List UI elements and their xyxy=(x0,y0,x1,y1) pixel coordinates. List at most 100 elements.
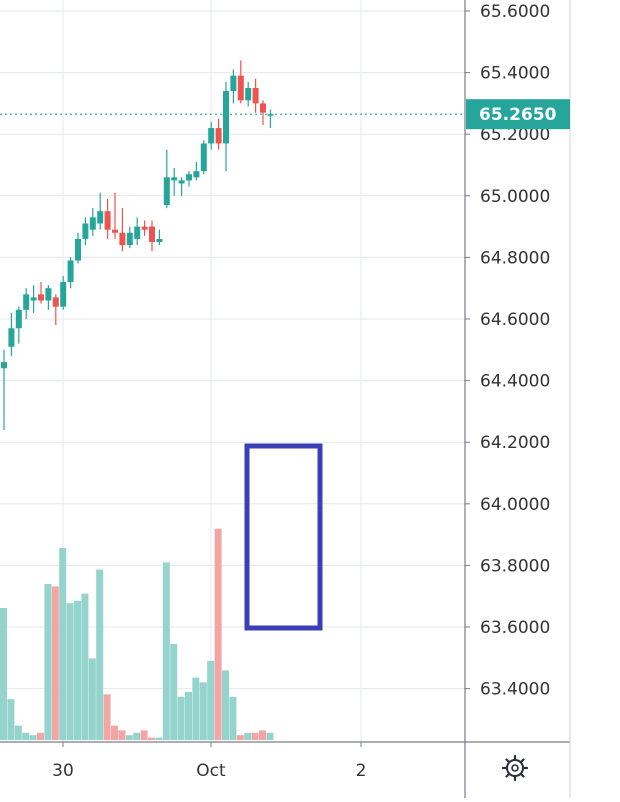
candle-body xyxy=(149,226,155,242)
candle-body xyxy=(171,177,178,181)
current-price-label: 65.2650 xyxy=(479,105,557,125)
price-tick-label: 65.6000 xyxy=(480,2,550,22)
volume-bar xyxy=(192,677,200,740)
volume-bar xyxy=(51,586,59,740)
candle-body xyxy=(15,309,22,329)
volume-bar xyxy=(222,670,229,740)
candle-body xyxy=(60,282,67,307)
candle-body xyxy=(45,288,52,301)
volume-bar xyxy=(185,692,192,740)
candle-body xyxy=(23,294,30,310)
volume-bar xyxy=(88,658,96,740)
candle-body xyxy=(223,91,229,144)
volume-bar xyxy=(7,699,15,740)
price-tick-label: 65.4000 xyxy=(480,64,550,84)
candle-body xyxy=(252,88,259,104)
volume-bar xyxy=(14,725,22,740)
volume-bar xyxy=(259,730,266,740)
price-tick-label: 63.6000 xyxy=(480,618,550,638)
candle-body xyxy=(104,211,111,230)
candle-body xyxy=(38,294,44,301)
candle-body xyxy=(267,114,274,116)
volume-bar xyxy=(155,737,163,740)
chart-settings-button[interactable] xyxy=(470,745,570,795)
candle-body xyxy=(230,75,237,92)
volume-bar xyxy=(66,603,74,740)
candle-body xyxy=(156,238,163,242)
candle-body xyxy=(52,297,59,307)
volume-bar xyxy=(118,730,126,740)
candle-body xyxy=(119,232,126,246)
price-tick-label: 64.8000 xyxy=(480,248,550,268)
volume-bar xyxy=(37,732,44,740)
time-tick-label: 2 xyxy=(356,761,367,781)
volume-bar xyxy=(251,732,259,740)
price-tick-label: 64.4000 xyxy=(480,372,550,392)
volume-bar xyxy=(96,569,104,740)
volume-bar xyxy=(0,608,7,740)
candle-body xyxy=(82,223,89,239)
volume-bar xyxy=(244,732,252,740)
volume-bar xyxy=(162,562,170,740)
volume-bar xyxy=(125,735,133,740)
price-tick-label: 63.4000 xyxy=(480,680,550,700)
price-tick-label: 63.8000 xyxy=(480,556,550,576)
candle-body xyxy=(89,217,96,230)
volume-bar xyxy=(74,600,81,740)
candle-body xyxy=(237,75,244,101)
candle-body xyxy=(1,362,7,369)
volume-bar xyxy=(148,737,155,740)
volume-bar xyxy=(266,732,274,740)
volume-bar xyxy=(44,584,52,740)
current-price-marker: 65.2650 xyxy=(466,99,570,130)
current-price-label-bg xyxy=(466,99,570,130)
volume-bar xyxy=(199,682,207,740)
candle-body xyxy=(178,180,185,184)
volume-bar xyxy=(207,660,215,740)
volume-bar xyxy=(170,644,178,740)
candle-body xyxy=(126,232,133,246)
price-tick-label: 64.0000 xyxy=(480,495,550,515)
settings-button-hit-area[interactable] xyxy=(470,745,570,795)
candle-body xyxy=(8,328,15,347)
volume-bar xyxy=(22,732,30,740)
price-tick-label: 65.2000 xyxy=(480,125,550,145)
volume-bar xyxy=(214,528,222,740)
volume-bar xyxy=(177,696,185,740)
price-tick-label: 64.6000 xyxy=(480,310,550,330)
volume-bar xyxy=(29,735,37,740)
volume-bar xyxy=(81,593,89,740)
axes: 65.6000 65.4000 65.2000 65.0000 64.8000 64.60… xyxy=(0,0,571,798)
candle-body xyxy=(30,297,37,301)
candle-body xyxy=(186,174,192,181)
volume-bar xyxy=(59,548,67,740)
candle-body xyxy=(245,88,252,101)
candle-body xyxy=(200,143,207,172)
candle-body xyxy=(67,260,74,283)
candle-body xyxy=(260,103,266,113)
candle-body xyxy=(215,128,222,144)
candles xyxy=(1,60,274,430)
volume-bars xyxy=(0,528,274,740)
candle-body xyxy=(208,128,215,144)
candle-body xyxy=(112,229,118,233)
volume-bar xyxy=(140,730,148,740)
volume-bar xyxy=(111,725,118,740)
price-tick-label: 65.0000 xyxy=(480,187,550,207)
highlight-box xyxy=(244,443,323,631)
candle-body xyxy=(141,226,148,230)
volume-bar xyxy=(236,735,244,740)
price-tick-label: 64.2000 xyxy=(480,433,550,453)
annotations xyxy=(244,443,323,631)
candle-body xyxy=(134,226,141,239)
candle-body xyxy=(193,171,200,178)
gear-icon[interactable] xyxy=(501,754,529,782)
candle-body xyxy=(75,238,81,261)
candle-body xyxy=(163,177,170,206)
time-tick-label: Oct xyxy=(196,761,226,781)
volume-bar xyxy=(133,732,141,740)
volume-bar xyxy=(229,696,237,740)
candle-body xyxy=(97,211,104,224)
